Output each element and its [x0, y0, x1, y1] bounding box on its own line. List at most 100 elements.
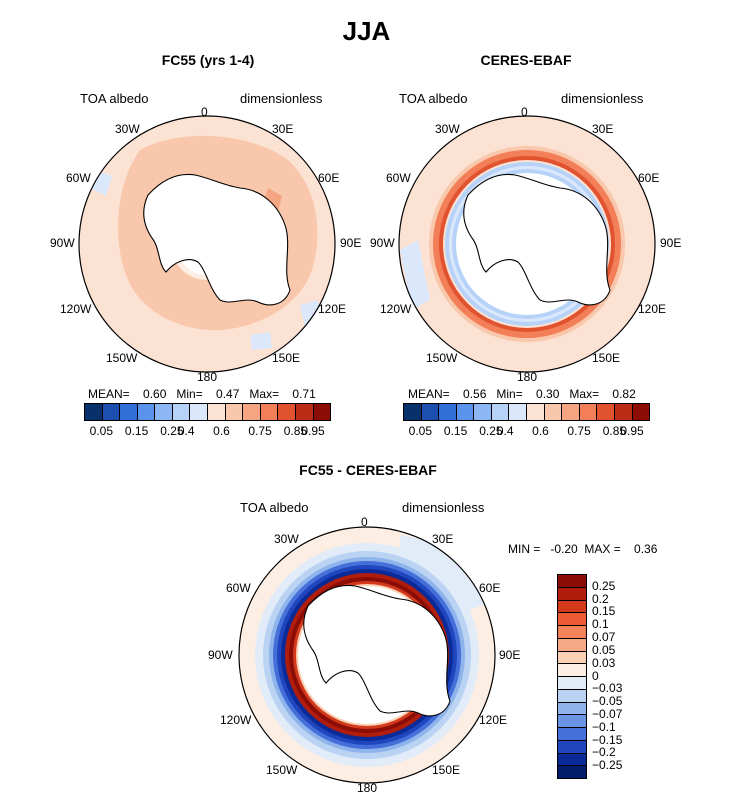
panel1-lon-30e: 30E [272, 122, 294, 136]
panel1-lon-180: 180 [197, 370, 218, 384]
panel1-lon-90e: 90E [340, 236, 362, 250]
colorbar-tick-label: 0.15 [124, 424, 149, 438]
colorbar-tick-label: −0.05 [592, 694, 623, 709]
panel1-lon-90w: 90W [50, 236, 75, 250]
colorbar-swatch [558, 651, 586, 665]
panel1-colorbar [84, 403, 331, 421]
figure-title: JJA [342, 16, 391, 46]
panel1-lon-150w: 150W [106, 351, 138, 365]
colorbar-tick-label: 0.85 [283, 424, 308, 438]
colorbar-tick-label: 0.25 [160, 424, 184, 438]
panel3-colorbar-ticks: 0.25 0.2 0.15 0.1 0.07 0.05 0.03 0 −0.03 −0.05 −0.… [592, 574, 662, 779]
colorbar-swatch [579, 404, 598, 420]
colorbar-swatch [260, 404, 279, 420]
colorbar-swatch [278, 404, 296, 420]
colorbar-swatch [155, 404, 173, 420]
colorbar-swatch [544, 404, 563, 420]
colorbar-tick-label: 0.6 [213, 424, 230, 438]
colorbar-tick-label: 0.75 [567, 424, 591, 438]
colorbar-swatch [632, 404, 650, 420]
panel1-lon-60e: 60E [318, 171, 340, 185]
colorbar-swatch [404, 404, 422, 420]
colorbar-swatch [558, 575, 586, 588]
panel1-lon-0: 0 [201, 105, 208, 119]
colorbar-swatch [172, 404, 191, 420]
panel3-lon-60e: 60E [479, 581, 501, 595]
panel1-lon-120w: 120W [60, 302, 92, 316]
panel2-units-label: dimensionless [561, 91, 644, 106]
colorbar-swatch [225, 404, 244, 420]
colorbar-tick-label: 0.85 [602, 424, 627, 438]
panel2-lon-90w: 90W [370, 236, 395, 250]
panel3-lon-150e: 150E [432, 763, 461, 777]
colorbar-swatch [558, 702, 586, 716]
colorbar-tick-label: 0.15 [443, 424, 468, 438]
panel1-lon-30w: 30W [115, 122, 140, 136]
panel2-colorbar [403, 403, 650, 421]
colorbar-tick-label: −0.07 [592, 706, 623, 721]
panel3-lon-120e: 120E [479, 713, 508, 727]
colorbar-tick-label: −0.1 [592, 719, 616, 734]
panel3-lon-0: 0 [361, 515, 368, 529]
panel1-title: FC55 (yrs 1-4) [161, 52, 255, 68]
colorbar-tick-label: −0.2 [592, 745, 616, 760]
colorbar-swatch [558, 689, 586, 703]
panel1-colorbar-ticks: 0.05 0.15 0.25 0.4 0.6 0.75 0.85 0.95 [84, 424, 331, 438]
colorbar-swatch [558, 766, 586, 778]
colorbar-swatch [509, 404, 528, 420]
colorbar-tick-label: 0.25 [592, 578, 616, 593]
panel2-lon-30e: 30E [592, 122, 614, 136]
panel1-lon-150e: 150E [272, 351, 301, 365]
colorbar-swatch [614, 404, 633, 420]
colorbar-tick-label: 0.75 [248, 424, 272, 438]
panel2-title: CERES-EBAF [480, 52, 572, 68]
colorbar-swatch [558, 626, 586, 639]
panel3-lon-180: 180 [357, 781, 378, 795]
colorbar-tick-label: 0.15 [592, 604, 616, 619]
colorbar-swatch [558, 664, 586, 677]
colorbar-swatch [527, 404, 545, 420]
colorbar-swatch [137, 404, 156, 420]
panel2-lon-30w: 30W [435, 122, 460, 136]
colorbar-tick-label: −0.03 [592, 681, 623, 696]
colorbar-swatch [558, 740, 586, 754]
colorbar-swatch [558, 753, 586, 767]
colorbar-tick-label: −0.15 [592, 732, 623, 747]
panel1-field-label: TOA albedo [80, 91, 149, 106]
panel2-lon-120w: 120W [380, 302, 412, 316]
colorbar-swatch [562, 404, 580, 420]
colorbar-swatch [243, 404, 261, 420]
colorbar-tick-label: 0.03 [592, 655, 616, 670]
colorbar-swatch [120, 404, 138, 420]
colorbar-tick-label: 0.4 [496, 424, 514, 438]
panel1-lon-60w: 60W [66, 171, 91, 185]
colorbar-swatch [474, 404, 492, 420]
panel3-lon-90w: 90W [208, 648, 233, 662]
panel3-field-label: TOA albedo [240, 500, 309, 515]
colorbar-swatch [597, 404, 615, 420]
panel3-lon-90e: 90E [499, 648, 521, 662]
panel1-lon-120e: 120E [318, 302, 347, 316]
colorbar-swatch [491, 404, 510, 420]
colorbar-swatch [558, 600, 586, 614]
panel3-title: FC55 - CERES-EBAF [299, 462, 437, 478]
colorbar-tick-label: 0.95 [301, 424, 325, 438]
colorbar-swatch [558, 638, 586, 652]
panel1-stats: MEAN= 0.60 Min= 0.47 Max= 0.71 [88, 387, 316, 401]
panel2-lon-150e: 150E [592, 351, 621, 365]
colorbar-swatch [295, 404, 314, 420]
colorbar-swatch [558, 715, 586, 728]
colorbar-tick-label: 0.95 [620, 424, 644, 438]
panel2-lon-90e: 90E [660, 236, 682, 250]
colorbar-tick-label: 0.05 [592, 642, 616, 657]
panel3-lon-60w: 60W [226, 581, 251, 595]
colorbar-tick-label: 0.1 [592, 617, 609, 632]
panel2-lon-60e: 60E [638, 171, 660, 185]
colorbar-tick-label: −0.25 [592, 758, 623, 773]
colorbar-tick-label: 0.05 [89, 424, 113, 438]
colorbar-swatch [421, 404, 440, 420]
colorbar-swatch [102, 404, 121, 420]
panel3-lon-120w: 120W [220, 713, 252, 727]
panel3-stats: MIN = -0.20 MAX = 0.36 [508, 542, 658, 556]
panel2-lon-60w: 60W [386, 171, 411, 185]
